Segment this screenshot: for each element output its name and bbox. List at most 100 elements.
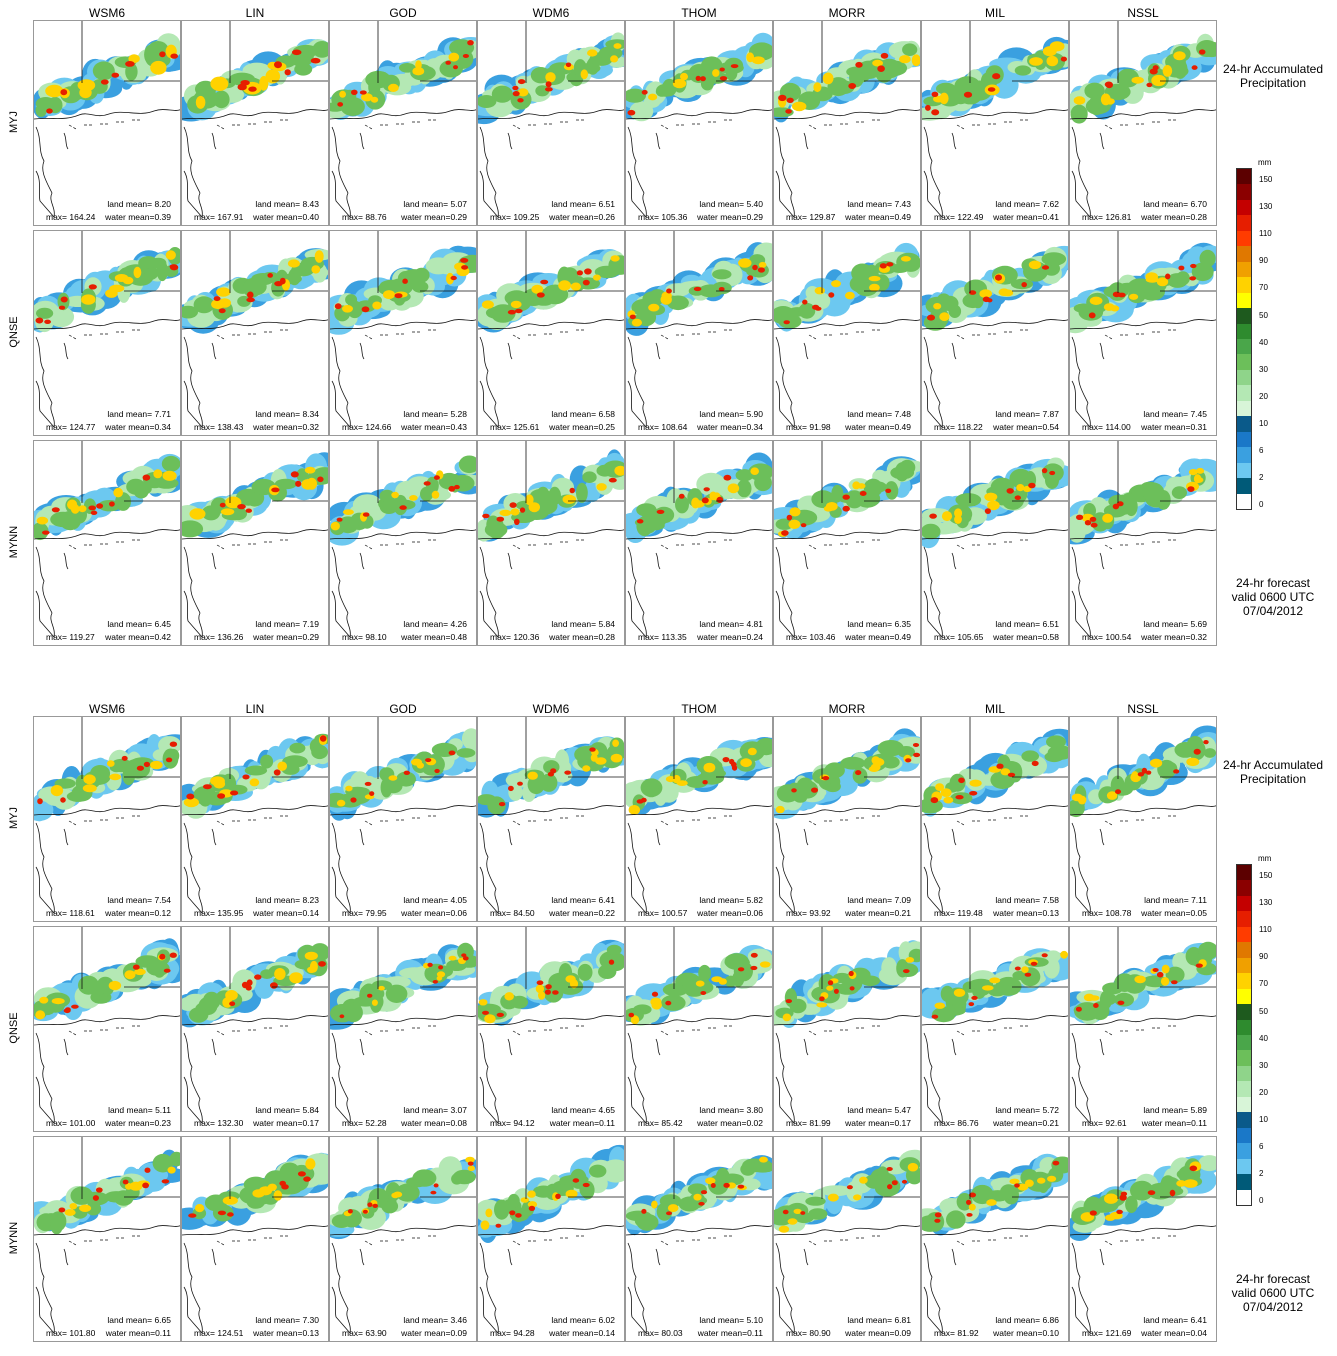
precip-map bbox=[34, 1137, 180, 1334]
land-mean-label: land mean= 7.43 bbox=[847, 199, 911, 209]
coastline bbox=[660, 1025, 732, 1036]
precip-contour bbox=[848, 83, 857, 89]
coastline bbox=[512, 329, 584, 340]
precip-contour bbox=[240, 80, 250, 86]
legend-tick: 10 bbox=[1259, 418, 1268, 428]
precip-contour bbox=[189, 1007, 209, 1023]
map-panel: land mean= 8.23 max= 135.95 water mean=0.1… bbox=[181, 716, 329, 922]
precip-contour bbox=[237, 504, 246, 510]
precip-contour bbox=[560, 267, 579, 285]
precip-contour bbox=[307, 966, 316, 973]
precip-contour bbox=[1171, 980, 1178, 985]
land-mean-label: land mean= 5.28 bbox=[403, 409, 467, 419]
precip-contour bbox=[565, 1189, 578, 1199]
coastline bbox=[331, 546, 351, 638]
forecast-info: 24-hr forecast valid 0600 UTC 07/04/2012 bbox=[1214, 576, 1332, 618]
coastline bbox=[183, 126, 203, 218]
precip-map bbox=[774, 1137, 920, 1334]
precip-contour bbox=[243, 278, 262, 298]
coastline bbox=[211, 1248, 217, 1266]
precip-contour bbox=[399, 505, 407, 510]
precip-contour bbox=[1117, 68, 1139, 88]
precip-contour bbox=[60, 89, 68, 96]
precip-contour bbox=[902, 43, 918, 56]
precip-contour bbox=[274, 281, 283, 287]
precip-contour bbox=[343, 1002, 363, 1023]
precip-contour bbox=[827, 980, 834, 986]
precip-contour bbox=[986, 1199, 997, 1206]
water-mean-label: water mean=0.14 bbox=[253, 908, 319, 918]
coastline bbox=[774, 1225, 920, 1236]
precip-contour bbox=[388, 775, 398, 781]
precip-contour bbox=[750, 952, 758, 958]
legend-swatch bbox=[1237, 1143, 1251, 1159]
precip-contour bbox=[751, 56, 765, 65]
precip-contour bbox=[434, 768, 440, 774]
map-panel: land mean= 6.51 max= 105.65 water mean=0.5… bbox=[921, 440, 1069, 646]
coastline bbox=[34, 319, 180, 330]
precip-contour bbox=[840, 756, 866, 770]
precip-contour bbox=[813, 82, 822, 93]
side-title-line: Precipitation bbox=[1239, 76, 1307, 90]
precip-contour bbox=[665, 1000, 672, 1006]
precip-contour bbox=[606, 944, 622, 956]
precip-contour bbox=[162, 470, 177, 481]
coastline bbox=[478, 529, 624, 540]
precip-contour bbox=[896, 252, 920, 272]
precip-contour bbox=[517, 781, 523, 786]
column-header-mil: MIL bbox=[984, 6, 1005, 20]
precip-contour bbox=[1116, 1209, 1123, 1215]
side-title: 24-hr Accumulated Precipitation bbox=[1214, 62, 1332, 90]
coastline bbox=[627, 1032, 647, 1124]
land-mean-label: land mean= 6.81 bbox=[847, 1315, 911, 1325]
precip-contour bbox=[391, 1192, 400, 1199]
precip-contour bbox=[907, 1162, 919, 1172]
precip-contour bbox=[1160, 977, 1170, 986]
precip-contour bbox=[465, 1156, 475, 1163]
precip-contour bbox=[587, 49, 598, 57]
precip-contour bbox=[859, 491, 867, 496]
precip-contour bbox=[664, 983, 685, 994]
coastline bbox=[216, 1235, 288, 1246]
land-mean-label: land mean= 6.58 bbox=[551, 409, 615, 419]
precip-contour bbox=[303, 1176, 311, 1182]
precip-contour bbox=[986, 298, 993, 303]
precip-contour bbox=[391, 491, 399, 499]
coastline bbox=[626, 109, 772, 120]
land-mean-label: land mean= 5.11 bbox=[108, 1105, 171, 1115]
precip-contour bbox=[881, 957, 897, 979]
precip-contour bbox=[759, 961, 771, 968]
precip-contour bbox=[274, 968, 286, 980]
precip-contour bbox=[819, 1185, 852, 1197]
precip-contour bbox=[241, 981, 249, 989]
precip-contour bbox=[788, 519, 801, 529]
precip-contour bbox=[478, 999, 488, 1006]
precip-contour bbox=[870, 763, 881, 771]
map-panel: land mean= 4.65 max= 94.12 water mean=0.11 bbox=[477, 926, 625, 1132]
precip-contour bbox=[922, 523, 941, 540]
coastline bbox=[182, 1225, 328, 1236]
precip-contour bbox=[60, 296, 68, 303]
precip-map bbox=[774, 441, 920, 638]
precip-contour bbox=[998, 288, 1010, 296]
map-panel: land mean= 4.05 max= 79.95 water mean=0.06 bbox=[329, 716, 477, 922]
max-label: max= 136.26 bbox=[194, 632, 244, 642]
precip-contour bbox=[510, 508, 520, 516]
precip-map bbox=[922, 1137, 1068, 1334]
max-label: max= 119.48 bbox=[934, 908, 983, 918]
precip-contour bbox=[736, 479, 752, 498]
precip-contour bbox=[427, 962, 433, 967]
max-label: max= 63.90 bbox=[342, 1328, 387, 1338]
coastline bbox=[364, 539, 436, 550]
precip-contour bbox=[1162, 65, 1173, 77]
precip-contour bbox=[931, 109, 940, 116]
coastline bbox=[627, 1242, 647, 1334]
precip-map bbox=[626, 21, 772, 218]
precip-contour bbox=[545, 72, 556, 83]
precip-contour bbox=[211, 299, 225, 310]
coastline bbox=[655, 1248, 661, 1266]
precip-contour bbox=[478, 95, 497, 108]
precip-map bbox=[1070, 21, 1216, 218]
precip-contour bbox=[757, 267, 765, 273]
precip-contour bbox=[504, 992, 514, 1001]
